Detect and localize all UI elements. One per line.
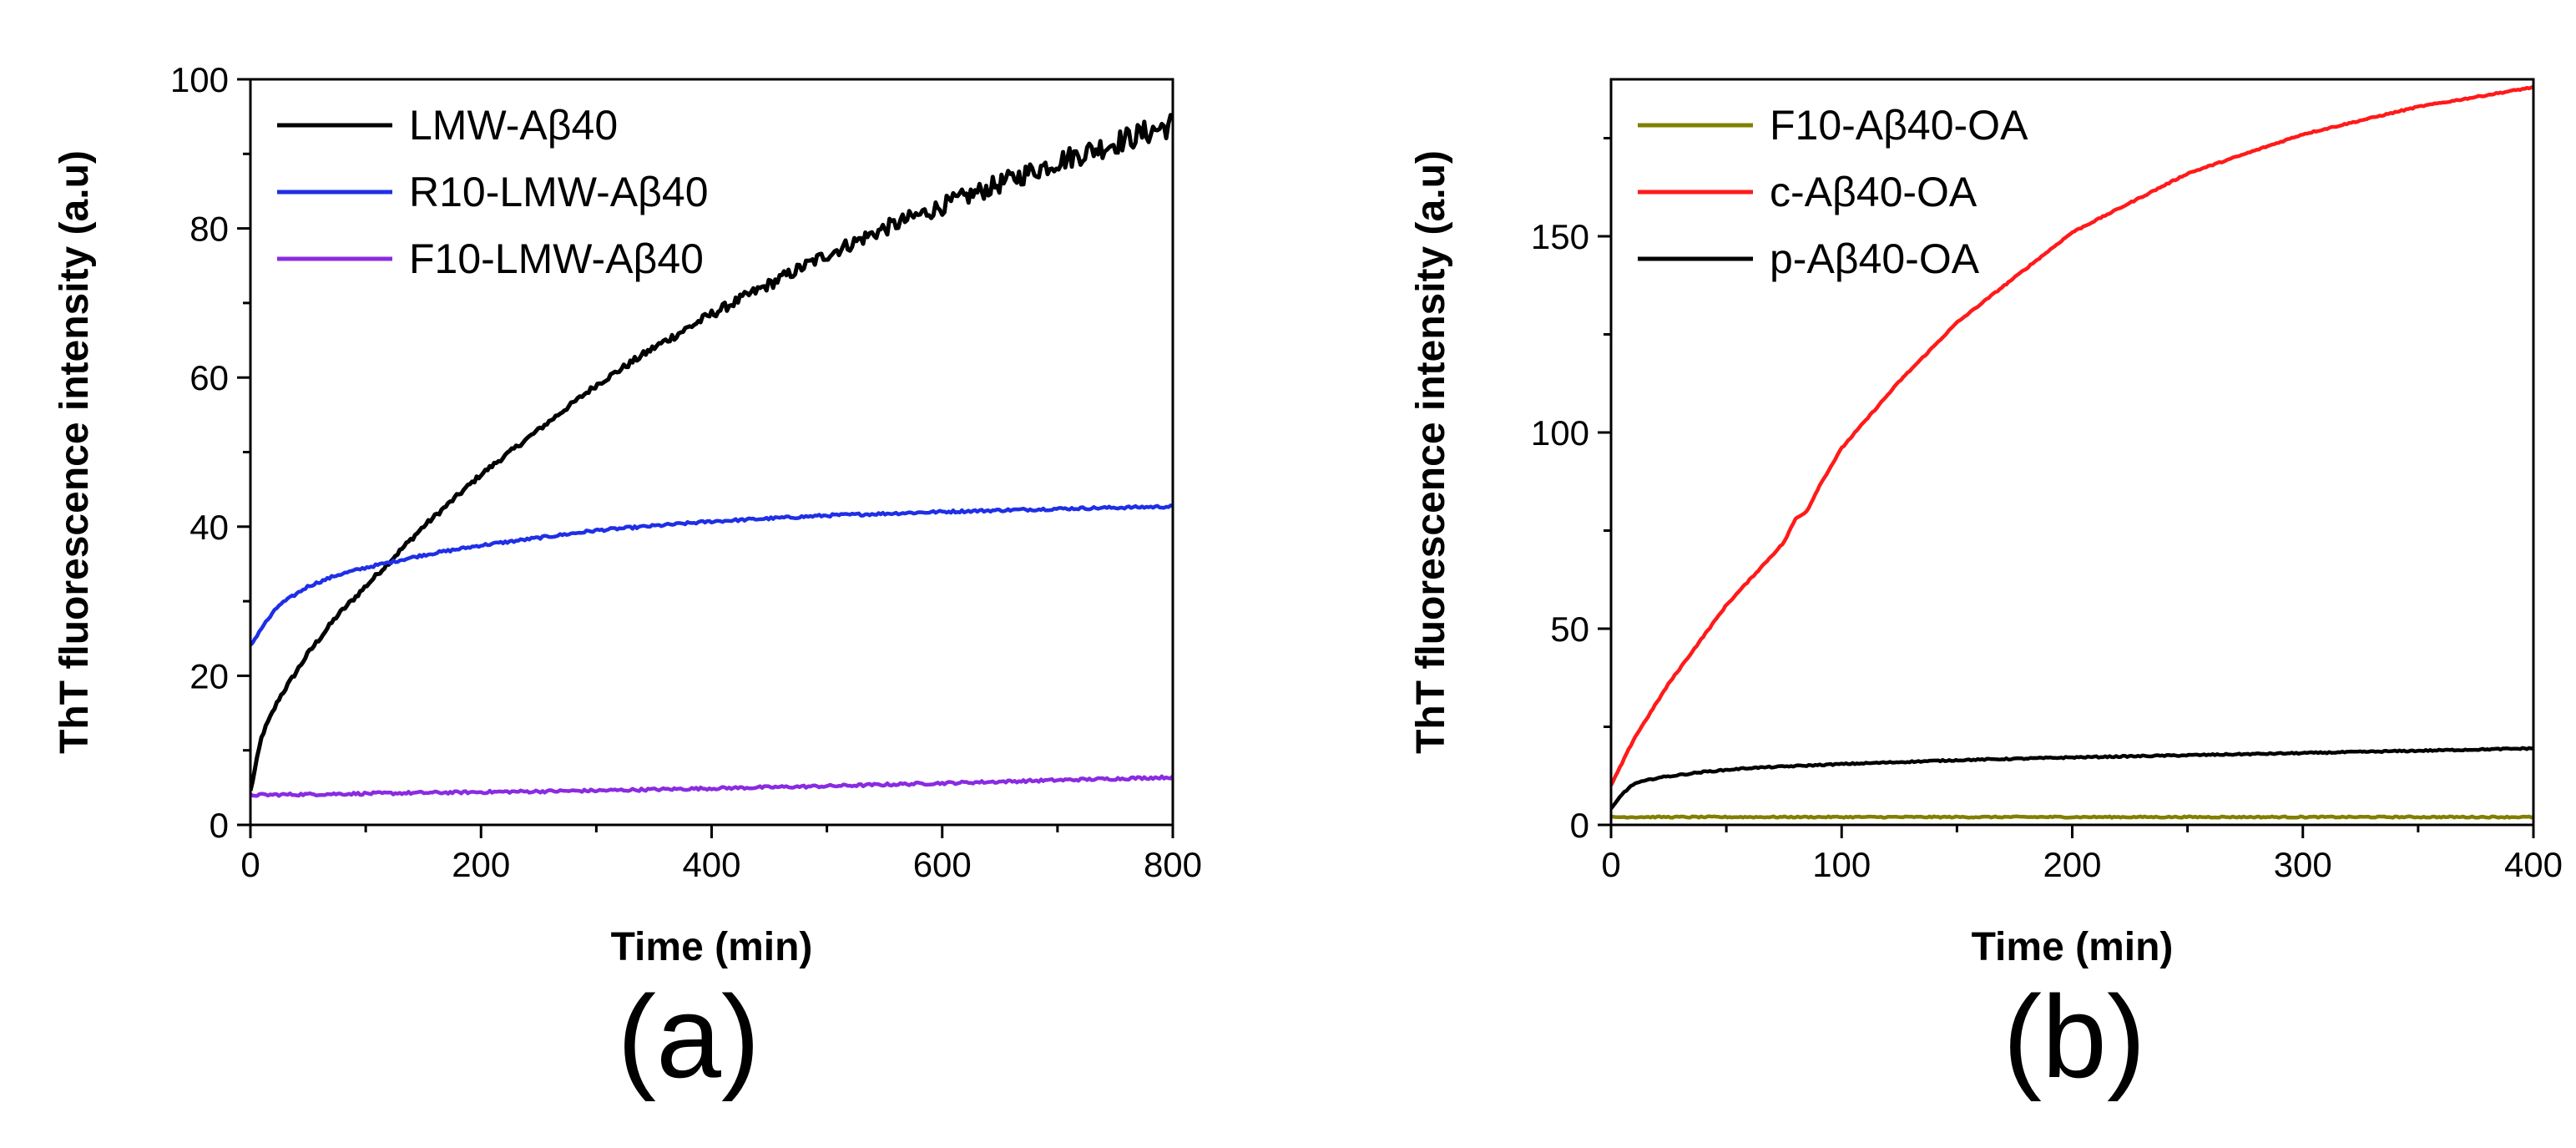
legend: F10-Aβ40-OA c-Aβ40-OA p-Aβ40-OA xyxy=(1638,102,2028,282)
panel-label: (a) xyxy=(617,971,760,1102)
x-axis-title: Time (min) xyxy=(611,925,813,969)
y-tick-label: 100 xyxy=(170,60,229,99)
legend-label: F10-Aβ40-OA xyxy=(1770,102,2028,149)
x-tick-label: 600 xyxy=(913,845,972,884)
chart-panel-a: 0 200 400 600 800 0 20 40 60 80 100 Time (min) ThT f… xyxy=(53,60,1202,1102)
y-tick-label: 80 xyxy=(189,210,229,249)
x-tick-label: 400 xyxy=(682,845,740,884)
y-tick-label: 50 xyxy=(1550,609,1589,649)
legend-label: c-Aβ40-OA xyxy=(1770,169,1977,215)
series-line-1 xyxy=(1611,814,2533,820)
series-line-3 xyxy=(1611,746,2533,810)
legend-label: p-Aβ40-OA xyxy=(1770,235,1980,282)
y-axis-title: ThT fluorescence intensity (a.u) xyxy=(53,150,97,754)
x-tick-label: 400 xyxy=(2504,845,2563,884)
series-group xyxy=(1611,84,2533,820)
y-tick-label: 100 xyxy=(1531,413,1589,453)
series-line-1 xyxy=(250,113,1173,791)
x-tick-label: 0 xyxy=(240,845,260,884)
chart-panel-b: 0 100 200 300 400 0 50 100 150 Time (min) ThT fluo… xyxy=(1409,78,2563,1102)
x-tick-label: 200 xyxy=(452,845,510,884)
x-tick-label: 800 xyxy=(1144,845,1202,884)
panel-label: (b) xyxy=(2003,971,2145,1102)
x-tick-label: 100 xyxy=(1812,845,1871,884)
legend: LMW-Aβ40 R10-LMW-Aβ40 F10-LMW-Aβ40 xyxy=(277,102,709,282)
y-tick-label: 40 xyxy=(189,508,229,547)
x-axis-title: Time (min) xyxy=(1972,925,2174,969)
y-axis-title: ThT fluorescence intensity (a.u) xyxy=(1409,150,1453,754)
series-line-2 xyxy=(1611,84,2533,786)
legend-label: LMW-Aβ40 xyxy=(409,102,618,149)
y-tick-label: 0 xyxy=(210,806,229,845)
y-tick-label: 150 xyxy=(1531,217,1589,256)
x-tick-label: 300 xyxy=(2274,845,2332,884)
x-tick-label: 0 xyxy=(1601,845,1620,884)
y-tick-label: 0 xyxy=(1570,806,1589,845)
y-tick-label: 20 xyxy=(189,656,229,695)
legend-label: R10-LMW-Aβ40 xyxy=(409,169,709,215)
series-group xyxy=(250,113,1173,798)
series-line-3 xyxy=(250,774,1173,798)
legend-label: F10-LMW-Aβ40 xyxy=(409,235,704,282)
y-tick-label: 60 xyxy=(189,358,229,397)
x-tick-label: 200 xyxy=(2043,845,2101,884)
series-line-2 xyxy=(250,503,1173,647)
